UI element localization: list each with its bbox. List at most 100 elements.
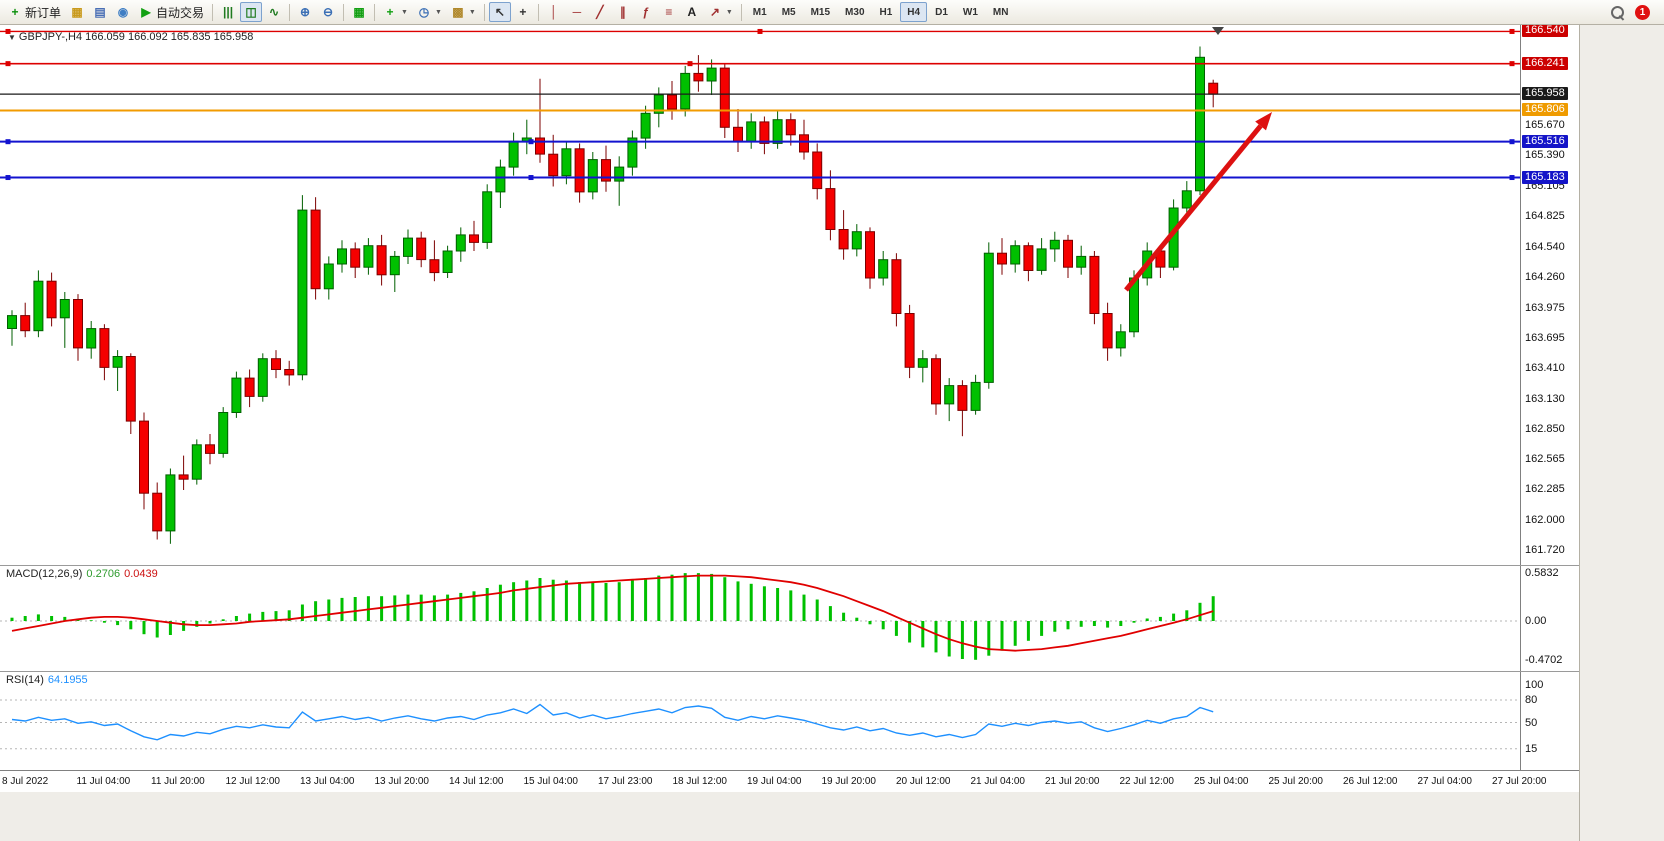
price-scale-label: 163.695 [1525,331,1565,344]
indicators-button[interactable]: + ▼ [379,2,412,22]
cursor-button[interactable]: ↖ [488,2,511,22]
time-axis-label: 14 Jul 12:00 [449,776,504,787]
dropdown-caret-icon: ▼ [401,8,408,16]
hline-165.183[interactable] [0,175,1520,181]
time-axis-label: 18 Jul 12:00 [672,776,728,787]
vertical-line-icon: │ [550,5,558,19]
time-axis-label: 25 Jul 20:00 [1268,776,1324,787]
chart-area[interactable] [0,25,1520,770]
line-handle[interactable] [5,175,11,181]
channel-button[interactable]: ∥ [612,2,634,22]
timeframe-H1-button[interactable]: H1 [879,6,893,18]
macd-scale-label: -0.4702 [1525,653,1563,666]
timeframe-M15-button[interactable]: M15 [810,6,831,18]
price-scale-label: 162.565 [1525,453,1565,466]
time-axis-label: 13 Jul 20:00 [374,776,430,787]
new-order-button[interactable]: + 新订单 [4,2,65,22]
toolbar-right: 1 [1610,4,1660,20]
rsi-panel-separator[interactable] [0,671,1579,672]
fibonacci-button[interactable]: ƒ [635,2,657,22]
line-handle[interactable] [1509,61,1515,67]
fibonacci-icon: ƒ [642,5,650,19]
time-axis-label: 17 Jul 23:00 [598,776,653,787]
time-axis-label: 11 Jul 04:00 [76,776,131,787]
price-badge-165.183: 165.183 [1522,170,1568,184]
timeframe-MN-button[interactable]: MN [992,6,1009,18]
time-axis-label: 27 Jul 04:00 [1417,776,1473,787]
line-handle[interactable] [5,28,11,34]
navigator-button[interactable]: ◉ [112,2,134,22]
line-handle[interactable] [5,61,11,67]
line-handle[interactable] [1509,175,1515,181]
line-handle[interactable] [528,175,534,181]
search-icon[interactable] [1610,5,1625,20]
time-axis-label: 19 Jul 20:00 [821,776,877,787]
trendline-button[interactable]: ╱ [589,2,611,22]
templates-button[interactable]: ▩ ▼ [447,2,480,22]
time-axis-label: 21 Jul 04:00 [970,776,1026,787]
price-scale-label: 165.390 [1525,149,1565,162]
line-handle[interactable] [757,28,763,34]
line-handle[interactable] [5,139,11,145]
price-scale-label: 164.540 [1525,240,1565,253]
price-badge-165.516: 165.516 [1522,134,1568,148]
bottom-strip [0,792,1579,841]
line-handle[interactable] [1509,139,1515,145]
horizontal-line-button[interactable]: ─ [566,2,588,22]
market-watch-icon: ▤ [94,5,106,19]
line-chart-icon: ∿ [269,5,280,19]
market-watch-button[interactable]: ▤ [89,2,111,22]
macd-scale-label: 0.00 [1525,615,1547,627]
autotrading-button[interactable]: ▶ 自动交易 [135,2,208,22]
periods-button[interactable]: ◷ ▼ [413,2,446,22]
price-scale-label: 164.260 [1525,270,1565,283]
bar-chart-button[interactable]: ||| [217,2,239,22]
toolbar-separator [374,3,376,21]
toolbar-button-label: 自动交易 [156,5,205,20]
zoom-out-button[interactable]: ⊖ [317,2,339,22]
cursor-icon: ↖ [494,5,505,19]
arrows-button[interactable]: ↗ ▼ [704,2,737,22]
line-handle[interactable] [1509,28,1515,34]
hline-165.516[interactable] [0,139,1520,145]
timeframe-H4-button[interactable]: H4 [900,2,928,22]
timeframe-M1-button[interactable]: M1 [752,6,767,18]
time-axis[interactable]: 8 Jul 2022 11 Jul 04:00 11 Jul 20:00 12 Jul… [0,770,1579,792]
hline-166.241[interactable] [0,61,1520,67]
candlestick-chart-button[interactable]: ◫ [240,2,263,22]
line-chart-button[interactable]: ∿ [263,2,285,22]
price-scale-label: 165.670 [1525,119,1565,132]
trend-arrow-annotation[interactable] [1124,112,1272,292]
timeframe-M5-button[interactable]: M5 [781,6,796,18]
vertical-line-button[interactable]: │ [543,2,565,22]
price-axis[interactable]: 165.670 165.390 165.105 164.825 164.540 164.2… [1520,25,1579,770]
rsi-panel[interactable] [0,672,1520,769]
time-axis-label: 8 Jul 2022 [2,776,49,787]
timeframe-D1-button[interactable]: D1 [935,6,948,18]
time-axis-label: 19 Jul 04:00 [747,776,802,787]
dropdown-caret-icon: ▼ [434,8,442,16]
line-handle[interactable] [528,139,534,145]
chart-shift-marker-icon[interactable] [1212,27,1224,35]
price-badge-165.806: 165.806 [1522,103,1568,117]
hline-166.540[interactable] [0,28,1520,34]
shapes-button[interactable]: ≡ [658,2,680,22]
notification-badge[interactable]: 1 [1635,4,1650,20]
time-axis-label: 26 Jul 12:00 [1343,776,1398,787]
price-scale-label: 161.720 [1525,544,1565,557]
timeframe-W1-button[interactable]: W1 [962,6,978,18]
channel-icon: ∥ [619,5,626,19]
price-scale-label: 162.000 [1525,514,1565,527]
macd-panel[interactable] [0,566,1520,671]
macd-panel-separator[interactable] [0,565,1579,566]
text-button[interactable]: A [681,2,703,22]
zoom-in-button[interactable]: ⊕ [294,2,316,22]
toolbar-separator [289,3,291,21]
timeframe-M30-button[interactable]: M30 [845,6,865,18]
tile-windows-button[interactable]: ▦ [348,2,370,22]
line-handle[interactable] [687,61,693,67]
chart-profile-button[interactable]: ▦ [66,2,88,22]
crosshair-button[interactable]: + [512,2,534,22]
main-price-chart[interactable] [0,25,1520,565]
